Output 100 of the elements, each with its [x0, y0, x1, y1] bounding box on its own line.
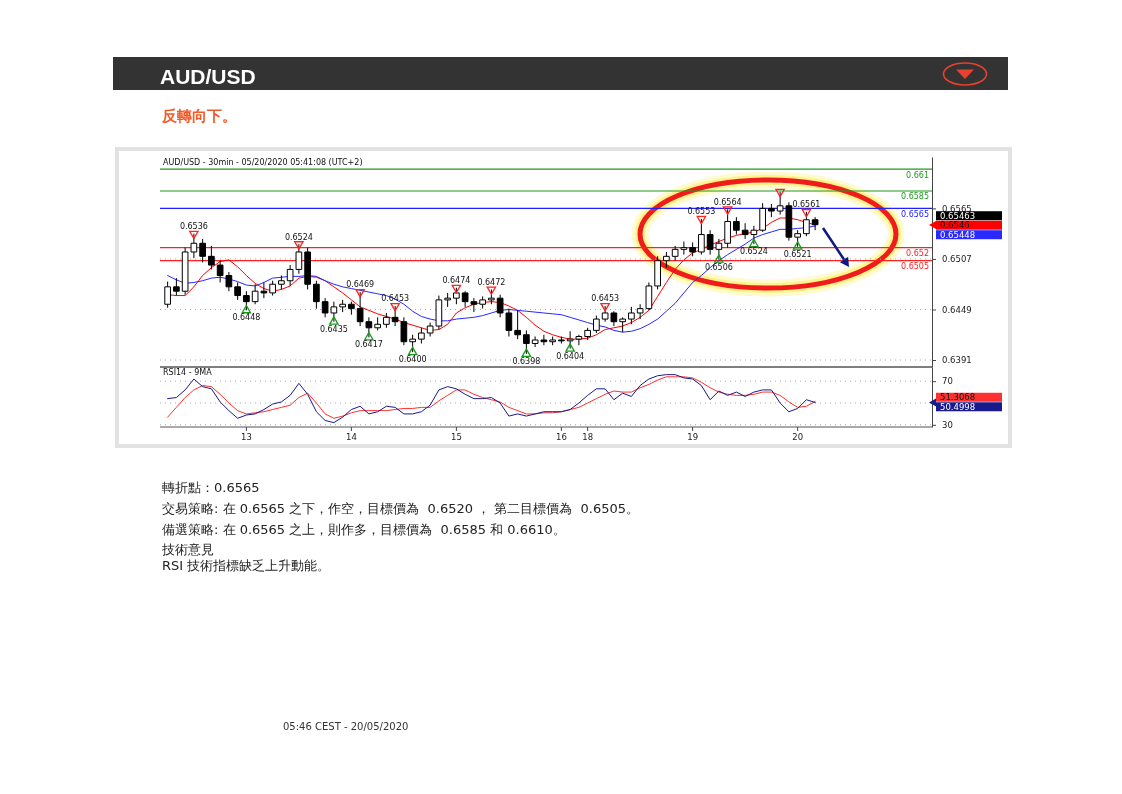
data-label: 0.6474 — [442, 276, 471, 286]
text: 50.4998 — [940, 401, 976, 412]
ref-line-label: 0.661 — [906, 170, 929, 180]
ref-line-label: 0.6585 — [901, 192, 929, 202]
point — [364, 331, 374, 341]
ref-line-label: 0.652 — [906, 249, 929, 259]
data-label: 0.6453 — [591, 294, 620, 304]
point — [749, 238, 759, 248]
point — [696, 215, 707, 225]
text: 51.3068 — [940, 392, 976, 403]
point — [792, 241, 803, 250]
point — [600, 302, 610, 312]
data-label: 0.6417 — [354, 340, 383, 350]
text: 交易策略: 在 0.6565 之下，作空，目標價為 0.6520 ， 第二目標價為 0.6505。 — [162, 501, 640, 516]
candlestick — [549, 336, 556, 346]
candlestick — [593, 315, 600, 334]
x-tick-label: 20 — [792, 432, 804, 443]
candlestick — [409, 334, 416, 353]
point — [407, 346, 418, 356]
candlestick — [628, 306, 635, 325]
data-label: 0.6404 — [556, 351, 585, 361]
y-tick-label: 30 — [942, 420, 953, 431]
data-label: 0.6435 — [319, 324, 348, 334]
x-tick-label: 14 — [345, 432, 357, 443]
candlestick — [619, 316, 626, 333]
point — [565, 343, 575, 352]
candlestick — [444, 292, 451, 308]
candlestick — [234, 281, 241, 301]
candlestick — [243, 290, 250, 311]
candlestick — [339, 299, 346, 313]
candlestick — [313, 280, 320, 310]
text: 技術意見 — [161, 542, 214, 557]
ref-line-label: 0.6505 — [901, 262, 929, 272]
point — [714, 254, 724, 263]
point — [390, 302, 400, 312]
y-tick-label: 0.6391 — [942, 355, 972, 366]
candlestick — [768, 203, 775, 218]
point — [486, 286, 497, 295]
text: 備選策略: 在 0.6565 之上，則作多，目標價為 0.6585 和 0.6610。 — [162, 522, 566, 537]
candlestick — [654, 255, 661, 290]
x-tick-label: 18 — [582, 432, 594, 443]
text: RSI 技術指標缺乏上升動能。 — [162, 558, 331, 573]
text: 05:46 CEST - 20/05/2020 — [283, 721, 409, 732]
candlestick — [663, 251, 670, 269]
candlestick — [164, 281, 171, 309]
y-tick-label: 0.6449 — [942, 304, 972, 315]
chart-title: AUD/USD — [160, 65, 256, 88]
candlestick — [348, 301, 355, 316]
candlestick — [759, 202, 766, 233]
candlestick — [304, 247, 311, 290]
text: 轉折點：0.6565 — [162, 480, 260, 495]
candlestick — [584, 327, 591, 341]
ref-line-label: 0.6565 — [901, 209, 929, 219]
candlestick — [208, 245, 215, 270]
chart-title: RSI14 - 9MA — [163, 368, 213, 377]
data-label: 0.6521 — [783, 249, 812, 259]
x-tick-label: 19 — [687, 432, 699, 443]
candlestick — [803, 211, 810, 237]
candlestick — [811, 216, 819, 231]
data-label: 0.6400 — [398, 355, 427, 365]
data-label: 0.6469 — [346, 280, 375, 290]
data-label: 0.6524 — [284, 232, 313, 242]
data-label: 0.6524 — [739, 247, 768, 257]
text: 0.6546 — [940, 220, 970, 231]
point — [355, 289, 365, 298]
candlestick — [374, 316, 381, 331]
point — [189, 230, 199, 240]
point — [451, 284, 462, 294]
candlestick — [278, 275, 285, 290]
x-tick-label: 13 — [240, 432, 252, 443]
candlestick — [453, 287, 460, 305]
candlestick — [199, 238, 206, 263]
data-label: 0.6564 — [713, 197, 742, 207]
point — [521, 348, 532, 357]
point — [775, 188, 785, 198]
annotation: AUD/USD - 30min - 05/20/2020 05:41:08 (UTC+2) — [163, 158, 363, 167]
candlestick — [558, 336, 565, 344]
point — [241, 304, 252, 314]
chart-subtitle: 反轉向下。 — [161, 107, 237, 125]
point — [294, 241, 304, 250]
candlestick — [698, 218, 705, 256]
candlestick — [488, 288, 495, 305]
candlestick — [794, 229, 801, 248]
data-label: 0.6398 — [512, 356, 541, 366]
y-tick-label: 70 — [942, 376, 953, 387]
candlestick — [269, 280, 276, 297]
point — [801, 208, 812, 218]
candlestick — [418, 327, 425, 344]
candlestick — [733, 216, 740, 236]
data-label: 0.6472 — [477, 277, 506, 287]
text: 0.65448 — [940, 229, 976, 240]
candlestick — [523, 329, 530, 355]
candlestick — [383, 312, 390, 329]
candlestick — [479, 295, 486, 310]
point — [722, 206, 733, 215]
y-tick-label: 0.6507 — [942, 254, 972, 265]
candlestick — [173, 277, 180, 297]
candlestick — [689, 241, 696, 257]
data-label: 0.6448 — [232, 313, 261, 323]
data-label: 0.6553 — [687, 207, 716, 217]
